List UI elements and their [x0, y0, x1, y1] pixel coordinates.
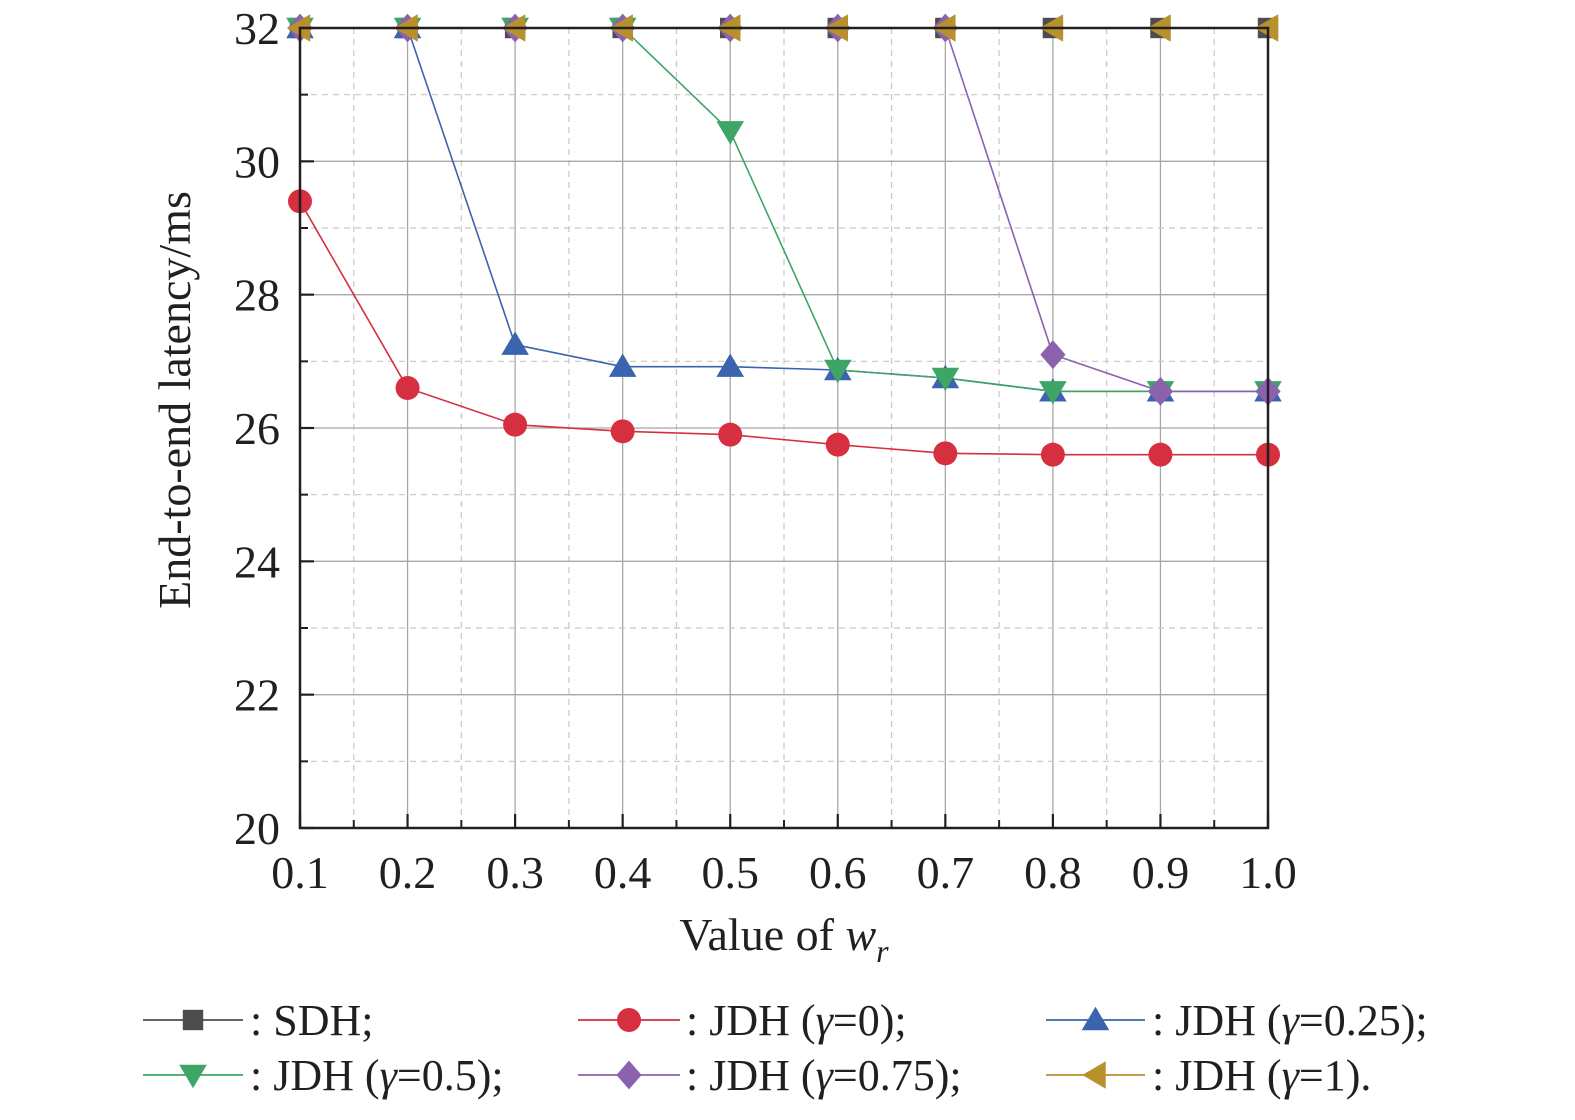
- legend-item: : SDH;: [143, 996, 373, 1045]
- x-tick-label: 1.0: [1239, 847, 1297, 898]
- y-tick-label: 32: [234, 3, 280, 54]
- data-point-3: [823, 359, 852, 384]
- legend-label: : JDH (γ=0.25);: [1152, 996, 1428, 1045]
- data-point-3: [716, 121, 745, 145]
- data-point-4: [1040, 340, 1066, 370]
- series-line-1: [299, 200, 1268, 456]
- data-point-1: [1148, 442, 1173, 467]
- legend-item: : JDH (γ=0.5);: [143, 1051, 504, 1100]
- data-point-1: [503, 412, 528, 437]
- legend-marker: [616, 1060, 642, 1090]
- y-tick-label: 28: [234, 270, 280, 321]
- data-point-1: [610, 419, 635, 444]
- legend-item: : JDH (γ=0.75);: [578, 1051, 962, 1100]
- legend-marker: [1081, 1006, 1110, 1031]
- x-tick-label: 0.8: [1024, 847, 1082, 898]
- legend-label: : JDH (γ=1).: [1152, 1051, 1371, 1100]
- grid: [299, 27, 1269, 829]
- x-tick-label: 0.5: [701, 847, 759, 898]
- x-tick-label: 0.2: [379, 847, 437, 898]
- legend-item: : JDH (γ=0.25);: [1046, 996, 1428, 1045]
- x-tick-label: 0.4: [594, 847, 652, 898]
- x-tick-label: 0.9: [1132, 847, 1190, 898]
- data-point-5: [286, 14, 311, 42]
- legend-item: : JDH (γ=1).: [1046, 1051, 1371, 1100]
- data-point-1: [718, 422, 743, 447]
- x-tick-label: 0.7: [917, 847, 975, 898]
- x-tick-label: 0.6: [809, 847, 867, 898]
- legend-item: : JDH (γ=0);: [578, 996, 907, 1045]
- legend-marker: [617, 1008, 641, 1032]
- data-point-3: [1039, 381, 1067, 405]
- legend-label: : JDH (γ=0.5);: [250, 1051, 504, 1100]
- data-point-4: [1147, 376, 1174, 406]
- legend: : SDH; : JDH (γ=0); : JDH (γ=0.25); : JDH (…: [143, 996, 1428, 1100]
- legend-marker: [1082, 1061, 1106, 1089]
- data-point-2: [501, 331, 529, 355]
- y-tick-labels: 20 22 24 26 28 30 32: [234, 3, 280, 854]
- x-tick-label: 0.1: [271, 847, 329, 898]
- data-point-2: [608, 353, 637, 377]
- x-tick-label: 0.3: [486, 847, 544, 898]
- y-tick-label: 26: [234, 403, 280, 454]
- y-tick-label: 20: [234, 803, 280, 854]
- x-axis-label: Value of wr: [679, 909, 889, 969]
- data-point-1: [933, 441, 958, 466]
- legend-marker: [182, 1009, 204, 1031]
- data-point-3: [931, 367, 960, 392]
- legend-label: : SDH;: [250, 996, 373, 1045]
- legend-marker: [179, 1064, 207, 1089]
- y-tick-label: 24: [234, 536, 280, 587]
- axis-ticks: [298, 26, 1270, 830]
- data-point-1: [395, 376, 420, 400]
- data-point-2: [716, 353, 745, 377]
- series-markers: [286, 13, 1282, 467]
- y-tick-label: 30: [234, 136, 280, 187]
- data-point-1: [1040, 442, 1065, 467]
- data-point-1: [825, 432, 850, 457]
- legend-label: : JDH (γ=0.75);: [686, 1051, 962, 1100]
- y-axis-label: End-to-end latency/ms: [149, 191, 200, 609]
- x-tick-labels: 0.1 0.2 0.3 0.4 0.5 0.6 0.7 0.8 0.9 1.0: [271, 847, 1297, 898]
- y-tick-label: 22: [234, 670, 280, 721]
- legend-label: : JDH (γ=0);: [686, 996, 907, 1045]
